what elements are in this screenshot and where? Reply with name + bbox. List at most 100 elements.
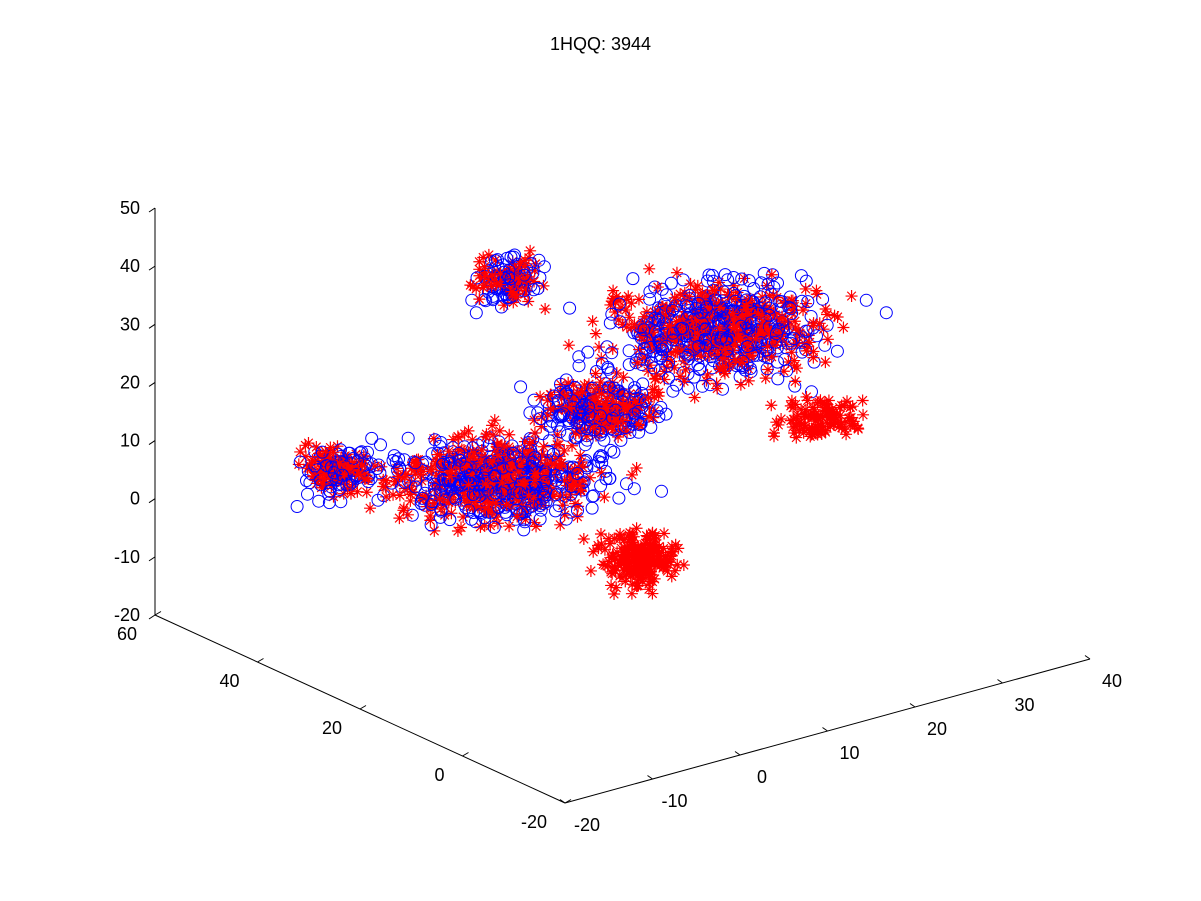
asterisk-point xyxy=(784,414,797,427)
asterisk-point xyxy=(689,283,702,296)
asterisk-point xyxy=(612,313,625,326)
circle-point xyxy=(643,292,657,306)
asterisk-point xyxy=(498,486,511,499)
asterisk-point xyxy=(530,520,543,533)
asterisk-point xyxy=(825,403,838,416)
asterisk-point xyxy=(321,462,334,475)
circle-point xyxy=(655,484,668,498)
asterisk-point xyxy=(518,435,531,448)
circle-point xyxy=(761,351,775,365)
circle-point xyxy=(538,467,552,481)
asterisk-point xyxy=(665,323,678,336)
asterisk-point xyxy=(597,422,610,435)
asterisk-point xyxy=(393,512,406,525)
asterisk-point xyxy=(342,461,355,474)
circle-point xyxy=(622,344,636,358)
asterisk-point xyxy=(616,398,629,411)
circle-point xyxy=(717,312,731,325)
asterisk-point xyxy=(805,422,818,435)
asterisk-point xyxy=(683,290,696,303)
asterisk-point xyxy=(631,579,644,592)
circle-point xyxy=(594,449,608,463)
asterisk-point xyxy=(793,424,806,437)
asterisk-point xyxy=(606,567,619,580)
asterisk-point xyxy=(597,558,610,571)
asterisk-point xyxy=(701,368,714,381)
asterisk-point xyxy=(742,362,755,375)
circle-point xyxy=(506,446,520,460)
asterisk-point xyxy=(641,530,654,543)
circle-point xyxy=(701,274,714,288)
asterisk-point xyxy=(577,532,590,545)
asterisk-point xyxy=(770,416,783,429)
asterisk-point xyxy=(711,382,724,395)
asterisk-point xyxy=(462,478,475,491)
asterisk-point xyxy=(626,578,639,591)
asterisk-point xyxy=(761,340,774,353)
asterisk-point xyxy=(845,290,858,303)
z-tick-label: 30 xyxy=(120,314,140,334)
circle-point xyxy=(517,523,531,537)
circle-point xyxy=(582,400,595,414)
asterisk-point xyxy=(405,462,418,475)
circle-point xyxy=(532,253,546,267)
asterisk-point xyxy=(787,401,800,414)
asterisk-point xyxy=(614,301,627,314)
asterisk-point xyxy=(595,538,608,551)
asterisk-point xyxy=(483,470,496,483)
asterisk-point xyxy=(586,315,599,328)
circle-point xyxy=(587,459,601,473)
circle-point xyxy=(495,300,508,314)
asterisk-point xyxy=(804,408,817,421)
asterisk-point xyxy=(735,308,748,321)
circle-point xyxy=(492,501,506,514)
asterisk-point xyxy=(462,454,475,467)
asterisk-point xyxy=(652,553,665,566)
asterisk-point xyxy=(430,469,443,482)
asterisk-point xyxy=(500,498,513,511)
asterisk-point xyxy=(489,253,502,266)
asterisk-point xyxy=(407,456,420,469)
asterisk-point xyxy=(443,470,456,483)
asterisk-point xyxy=(789,375,802,388)
asterisk-point xyxy=(605,421,618,434)
asterisk-point xyxy=(476,450,489,463)
asterisk-point xyxy=(834,409,847,422)
asterisk-point xyxy=(799,297,812,310)
asterisk-point xyxy=(670,335,683,348)
circle-point xyxy=(612,491,626,505)
asterisk-point xyxy=(417,465,430,478)
asterisk-point xyxy=(442,496,455,509)
asterisk-point xyxy=(420,500,433,513)
asterisk-point xyxy=(649,372,662,385)
circle-point xyxy=(681,348,695,362)
asterisk-point xyxy=(672,315,685,328)
asterisk-point xyxy=(712,276,725,289)
asterisk-point xyxy=(647,326,660,339)
asterisk-point xyxy=(801,394,814,407)
asterisk-point xyxy=(529,257,542,270)
asterisk-point xyxy=(589,327,602,340)
asterisk-point xyxy=(528,275,541,288)
asterisk-point xyxy=(810,284,823,297)
asterisk-point xyxy=(838,423,851,436)
circle-point xyxy=(653,363,667,377)
asterisk-point xyxy=(428,497,441,510)
circle-point xyxy=(527,283,541,297)
asterisk-point xyxy=(844,401,857,414)
asterisk-point xyxy=(486,419,499,432)
asterisk-point xyxy=(763,289,776,302)
asterisk-point xyxy=(488,274,501,287)
axis-ticks: -20-10010203040-200204060-20-10010203040… xyxy=(114,198,1122,835)
asterisk-point xyxy=(492,449,505,462)
asterisk-point xyxy=(642,391,655,404)
y-tick xyxy=(154,611,162,616)
circle-point xyxy=(483,456,497,470)
asterisk-point xyxy=(435,453,448,466)
asterisk-point xyxy=(598,543,611,556)
asterisk-point xyxy=(460,499,473,512)
asterisk-point xyxy=(377,473,390,486)
circle-point xyxy=(666,384,680,398)
asterisk-point xyxy=(458,427,471,440)
circle-point xyxy=(799,343,813,357)
